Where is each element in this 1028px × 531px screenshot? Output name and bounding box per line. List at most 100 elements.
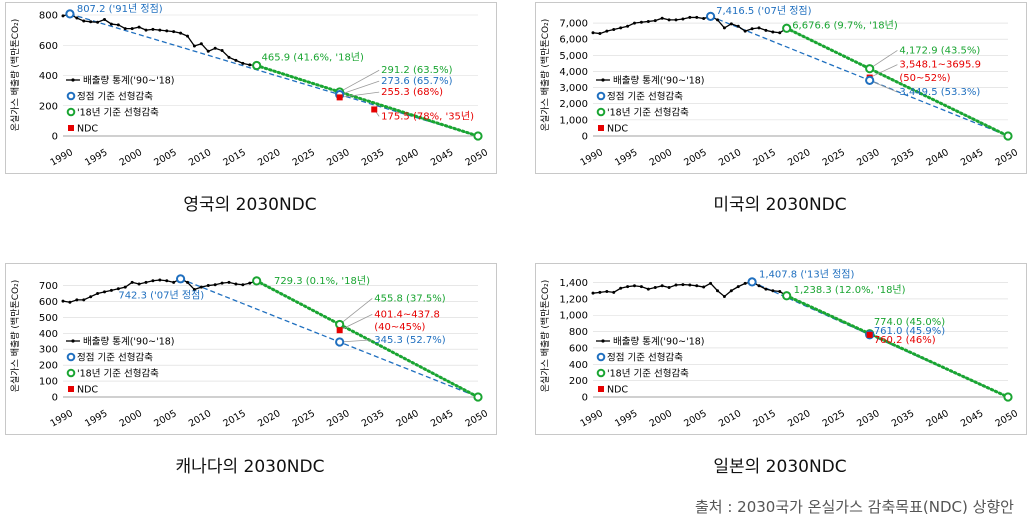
us-history-point xyxy=(619,26,623,30)
us-history-point xyxy=(639,20,643,24)
us-peak-marker xyxy=(705,11,716,21)
us-legend-ndc-label: NDC xyxy=(607,124,628,135)
japan-history-point xyxy=(667,285,671,289)
canada-peak-marker xyxy=(175,274,186,284)
canada-history-point xyxy=(82,298,86,302)
canada-history-point xyxy=(109,288,113,292)
canada-x-tick-label: 2050 xyxy=(464,408,490,430)
uk-history-point xyxy=(179,31,183,35)
us-legend-history-dot xyxy=(601,78,605,82)
uk-x-tick-label: 1995 xyxy=(83,147,109,169)
canada-history-point xyxy=(199,285,203,289)
us-base18-marker xyxy=(865,64,875,74)
uk-data-label: 807.2 ('91년 정점) xyxy=(77,3,163,15)
canada-history-point xyxy=(144,280,148,284)
us-leader-line xyxy=(869,79,898,93)
japan-y-tick-label: 400 xyxy=(569,360,588,371)
us-chart-panel: 온실가스 배출량 (백만톤CO₂) 0 1,000 2,000 3,000 4,000 5,… xyxy=(535,2,1027,174)
canada-history-point xyxy=(130,280,134,284)
uk-data-label: 273.6 (65.7%) xyxy=(381,76,452,87)
japan-data-label: 774.0 (45.0%) xyxy=(874,317,945,328)
us-legend-base18-label: '18년 기준 선형감축 xyxy=(607,107,689,119)
japan-history-point xyxy=(619,286,623,290)
japan-legend-peak-swatch xyxy=(596,352,606,362)
japan-history-point xyxy=(702,285,706,289)
canada-peak-reduction-line xyxy=(180,278,479,398)
us-history-point xyxy=(771,30,775,34)
canada-data-label: (40~45%) xyxy=(374,322,425,333)
canada-legend-peak-label: 정점 기준 선형감축 xyxy=(77,352,153,364)
canada-history-point xyxy=(220,281,224,285)
canada-data-label: 729.3 (0.1%, '18년) xyxy=(274,275,370,287)
uk-history-point xyxy=(213,46,217,50)
japan-history-point xyxy=(646,287,650,291)
canada-leader-line xyxy=(339,314,373,331)
us-leader-line xyxy=(869,50,898,70)
uk-y-tick-label: 400 xyxy=(39,71,58,82)
canada-legend-ndc-label: NDC xyxy=(77,385,98,396)
us-legend-base18-swatch xyxy=(596,107,606,117)
canada-y-axis-label: 온실가스 배출량 (백만톤CO₂) xyxy=(9,280,21,393)
uk-history-point xyxy=(123,27,127,31)
canada-leader-line xyxy=(339,298,373,325)
japan-base18-marker xyxy=(782,291,792,301)
uk-base18-marker xyxy=(252,60,262,71)
canada-history-point xyxy=(213,283,217,287)
canada-x-tick-label: 2030 xyxy=(325,408,351,430)
canada-history-point xyxy=(89,295,93,299)
japan-data-label: 760.2 (46%) xyxy=(874,335,936,346)
us-history-point xyxy=(598,32,602,36)
japan-history-point xyxy=(626,285,630,289)
japan-history-point xyxy=(653,285,657,289)
canada-leader-line xyxy=(339,339,373,343)
japan-history-point xyxy=(722,294,726,298)
us-leader-line xyxy=(869,64,898,78)
us-history-point xyxy=(633,21,636,25)
uk-history-point xyxy=(130,27,134,31)
uk-history-point xyxy=(172,30,176,34)
canada-legend-history-dot xyxy=(71,339,75,343)
uk-data-label: 255.3 (68%) xyxy=(381,87,443,98)
japan-history-point xyxy=(695,284,699,288)
canada-base18-marker xyxy=(473,392,483,402)
uk-leader-line xyxy=(339,91,380,98)
uk-x-tick-label: 2000 xyxy=(118,147,144,169)
us-base18-marker xyxy=(1003,131,1013,141)
us-x-tick-label: 2025 xyxy=(821,147,847,169)
canada-peak-marker xyxy=(335,337,345,347)
canada-chart: 온실가스 배출량 (백만톤CO₂) 0 100 200 300 400 500 600 700 1… xyxy=(9,274,490,430)
canada-y-tick-label: 700 xyxy=(39,281,58,292)
canada-history-point xyxy=(75,298,79,302)
japan-history-point xyxy=(757,284,761,288)
canada-legend-ndc-swatch xyxy=(68,386,74,392)
us-x-tick-label: 2000 xyxy=(648,147,674,169)
uk-chart-panel: 온실가스 배출량 (백만톤CO₂) 0 200 400 600 800 1990 1995 20… xyxy=(5,2,497,174)
japan-y-tick-label: 600 xyxy=(569,343,588,354)
uk-history-point xyxy=(206,49,210,53)
japan-history-point xyxy=(591,291,595,295)
canada-x-tick-label: 2000 xyxy=(118,408,144,430)
us-data-label: 7,416.5 ('07년 정점) xyxy=(716,5,812,17)
japan-history-point xyxy=(709,281,713,285)
us-y-tick-label: 3,000 xyxy=(559,83,588,94)
us-data-label: (50~52%) xyxy=(899,73,950,84)
uk-ndc-marker xyxy=(336,94,343,101)
us-history-point xyxy=(653,19,657,23)
japan-x-tick-label: 2045 xyxy=(959,408,985,430)
us-y-tick-label: 2,000 xyxy=(559,99,588,110)
uk-ndc-marker xyxy=(371,106,378,113)
uk-history-point xyxy=(227,55,231,59)
japan-history-point xyxy=(764,287,768,291)
canada-data-label: 742.3 ('07년 정점) xyxy=(118,289,204,301)
japan-x-tick-label: 2040 xyxy=(924,408,950,430)
uk-history-point xyxy=(158,28,162,32)
japan-chart: 온실가스 배출량 (백만톤CO₂) 0 200 400 600 800 1,000 1,200… xyxy=(539,269,1020,430)
japan-legend-ndc-swatch xyxy=(598,386,604,392)
canada-base18-reduction-line xyxy=(255,279,480,399)
canada-history-point xyxy=(116,287,120,291)
canada-y-tick-label: 300 xyxy=(39,345,58,356)
uk-y-tick-label: 800 xyxy=(39,11,58,22)
japan-legend-history-label: 배출량 통계('90~'18) xyxy=(613,336,705,348)
us-x-tick-label: 2010 xyxy=(717,147,743,169)
uk-history-point xyxy=(248,63,252,67)
